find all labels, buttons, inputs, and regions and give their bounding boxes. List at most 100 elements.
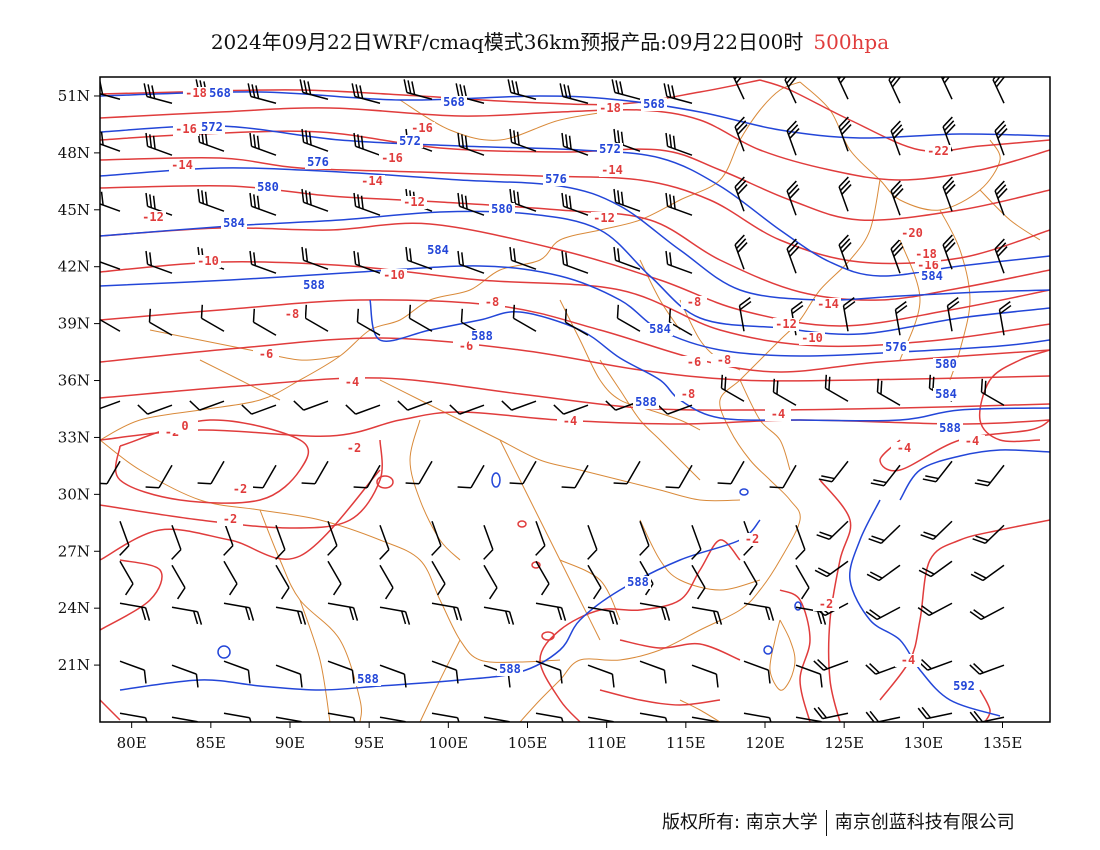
footer-divider <box>825 810 827 836</box>
wind-barb <box>408 304 433 332</box>
wind-barb <box>483 716 515 722</box>
wind-barb <box>119 602 151 621</box>
wind-barb <box>509 246 537 270</box>
wind-barb <box>431 660 459 684</box>
wind-barb <box>836 77 850 100</box>
border-line <box>559 559 621 621</box>
temperature-label: -4 <box>897 441 911 455</box>
wind-barb <box>171 606 203 625</box>
wind-barb <box>969 662 1005 675</box>
temperature-label: -4 <box>563 414 577 428</box>
wind-barb <box>639 660 667 684</box>
wind-barb <box>639 712 671 722</box>
height-label: 576 <box>307 155 329 169</box>
wind-barb <box>457 192 485 216</box>
temperature-label: -18 <box>599 101 621 115</box>
label-backdrop <box>919 270 945 283</box>
label-backdrop <box>681 356 707 369</box>
wind-barb <box>894 301 908 336</box>
border-line <box>639 519 761 591</box>
wind-barb <box>717 460 745 485</box>
temperature-label: -4 <box>901 653 915 667</box>
wind-barb <box>100 130 121 152</box>
wind-barb <box>587 716 619 722</box>
height-label: 580 <box>257 180 279 194</box>
label-backdrop <box>355 673 381 686</box>
border-line <box>769 619 796 691</box>
wind-barb <box>998 301 1012 336</box>
temperature-contour <box>100 439 383 529</box>
label-backdrop <box>899 227 925 240</box>
temperature-contour <box>100 107 1050 181</box>
copyright-footer: 版权所有: 南京大学 南京创蓝科技有限公司 <box>662 808 1015 836</box>
label-backdrop <box>227 483 253 496</box>
wind-barb <box>972 524 1005 544</box>
height-contour <box>899 449 1050 501</box>
temperature-label: -10 <box>197 254 219 268</box>
label-backdrop <box>379 152 405 165</box>
wind-barb <box>561 250 589 274</box>
lat-tick-label: 21N <box>58 656 90 674</box>
wind-barb <box>397 400 433 411</box>
wind-barb <box>301 188 329 212</box>
wind-barb <box>691 664 719 688</box>
label-backdrop <box>951 680 977 693</box>
wind-barb <box>299 79 329 100</box>
temperature-label: 0 <box>181 419 188 433</box>
border-line <box>639 259 681 331</box>
temperature-contour <box>100 469 381 561</box>
temperature-contour <box>879 419 1050 472</box>
wind-barb <box>890 238 904 274</box>
label-backdrop <box>305 156 331 169</box>
temperature-label: -6 <box>687 355 701 369</box>
label-backdrop <box>891 442 917 455</box>
temperature-label: -2 <box>233 482 247 496</box>
wind-barb <box>119 560 134 596</box>
wind-barb <box>613 460 641 485</box>
wind-barb <box>795 664 823 688</box>
temperature-label: -16 <box>381 151 403 165</box>
wind-barb <box>145 250 173 274</box>
wind-barb <box>247 83 277 104</box>
temperature-contour <box>619 639 741 661</box>
wind-barb <box>720 374 745 402</box>
wind-barb <box>457 132 485 156</box>
label-backdrop <box>625 576 651 589</box>
temperature-contours <box>100 79 1050 722</box>
temperature-contour <box>517 520 527 528</box>
wind-barb <box>743 660 771 684</box>
lon-tick-label: 95E <box>354 734 384 752</box>
height-label: 588 <box>471 329 493 343</box>
wind-barb <box>275 524 286 560</box>
border-line <box>799 81 1001 211</box>
label-backdrop <box>641 98 667 111</box>
temperature-label: -2 <box>819 597 833 611</box>
border-line <box>409 419 461 561</box>
label-backdrop <box>217 513 243 526</box>
wind-barb <box>992 77 1006 104</box>
wind-barb <box>969 710 1005 722</box>
label-backdrop <box>441 96 467 109</box>
label-backdrop <box>883 341 909 354</box>
wind-barb <box>100 248 121 270</box>
wind-barb <box>824 374 849 402</box>
wind-barb <box>868 524 901 544</box>
wind-barb <box>786 238 800 274</box>
temperature-contour <box>599 689 721 706</box>
height-contour <box>369 299 1050 422</box>
wind-barb <box>171 716 203 722</box>
temperature-label: -18 <box>185 86 207 100</box>
label-backdrop <box>381 269 407 282</box>
temperature-label: -8 <box>717 353 731 367</box>
temperature-label: -10 <box>383 268 405 282</box>
wind-barb <box>301 128 329 152</box>
height-label: 580 <box>935 357 957 371</box>
lon-tick-label: 100E <box>429 734 469 752</box>
wind-barb <box>483 524 494 560</box>
label-backdrop <box>173 123 199 136</box>
temperature-label: -8 <box>681 387 695 401</box>
wind-barb <box>813 706 849 720</box>
wind-barb <box>379 716 411 722</box>
label-backdrop <box>599 164 625 177</box>
wind-barb <box>865 710 901 722</box>
